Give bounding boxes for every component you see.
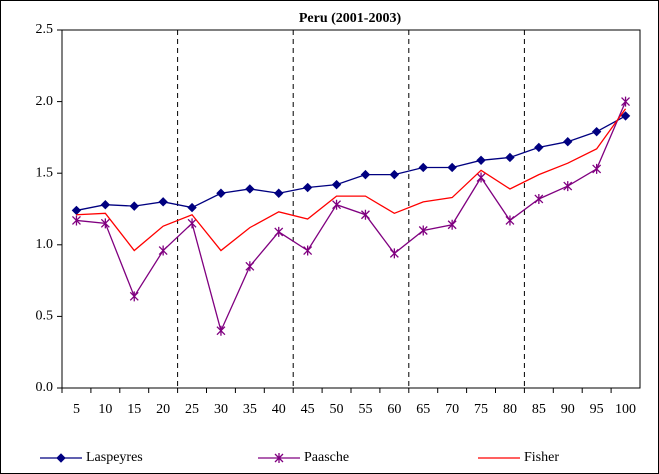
chart-title: Peru (2001-2003) xyxy=(299,11,402,26)
legend-label: Fisher xyxy=(524,450,559,465)
series-line xyxy=(76,101,627,333)
data-point xyxy=(158,245,168,256)
data-point xyxy=(534,142,544,153)
data-point xyxy=(389,169,400,180)
data-point xyxy=(534,193,544,204)
x-tick-label: 70 xyxy=(445,402,459,417)
data-point xyxy=(216,188,226,198)
x-tick-label: 40 xyxy=(272,402,286,417)
data-point xyxy=(360,209,370,220)
data-point xyxy=(332,199,342,210)
data-point xyxy=(158,197,168,207)
x-tick-label: 100 xyxy=(615,402,636,417)
x-tick-label: 80 xyxy=(503,402,517,417)
data-point xyxy=(100,218,110,229)
data-point xyxy=(476,155,486,166)
x-tick-label: 55 xyxy=(358,402,372,417)
data-point xyxy=(505,152,515,163)
x-tick-label: 25 xyxy=(185,402,199,417)
data-point xyxy=(591,126,602,137)
data-point xyxy=(563,181,573,192)
data-point xyxy=(187,218,197,229)
y-tick-label: 1.5 xyxy=(36,165,54,180)
data-point xyxy=(389,248,399,259)
data-point xyxy=(245,184,255,194)
legend-marker xyxy=(274,453,284,463)
legend-marker xyxy=(56,453,66,463)
data-point xyxy=(447,219,457,230)
data-point xyxy=(360,169,371,180)
legend-label: Paasche xyxy=(304,450,349,465)
data-point xyxy=(331,179,342,190)
x-tick-label: 30 xyxy=(214,402,228,417)
y-tick-label: 2.5 xyxy=(36,22,54,37)
data-point xyxy=(129,291,139,302)
y-tick-label: 2.0 xyxy=(36,94,54,109)
x-tick-label: 35 xyxy=(243,402,257,417)
data-point xyxy=(216,325,226,336)
data-point xyxy=(302,182,313,193)
x-tick-label: 50 xyxy=(330,402,344,417)
x-tick-label: 90 xyxy=(561,402,575,417)
data-point xyxy=(418,225,428,236)
data-point xyxy=(620,111,631,121)
data-point xyxy=(71,215,81,226)
y-tick-label: 0.5 xyxy=(36,309,54,324)
series-line xyxy=(76,108,627,252)
x-tick-label: 65 xyxy=(416,402,430,417)
data-point xyxy=(245,261,255,272)
x-tick-label: 10 xyxy=(98,402,112,417)
x-tick-label: 15 xyxy=(127,402,141,417)
x-tick-label: 85 xyxy=(532,402,546,417)
x-tick-label: 20 xyxy=(156,402,170,417)
data-point xyxy=(621,96,631,107)
x-tick-label: 95 xyxy=(590,402,604,417)
x-tick-label: 5 xyxy=(73,402,80,417)
x-tick-label: 45 xyxy=(301,402,315,417)
data-point xyxy=(274,226,284,237)
data-point xyxy=(505,215,515,226)
data-point xyxy=(447,162,457,173)
data-point xyxy=(563,136,573,147)
data-point xyxy=(418,162,428,173)
data-point xyxy=(100,199,111,210)
x-tick-label: 60 xyxy=(387,402,401,417)
data-point xyxy=(274,188,284,198)
legend-label: Laspeyres xyxy=(86,450,143,465)
data-point xyxy=(476,172,486,183)
data-point xyxy=(187,202,197,213)
series-line xyxy=(76,115,626,212)
data-point xyxy=(592,163,602,174)
data-point xyxy=(303,245,313,256)
x-tick-label: 75 xyxy=(474,402,488,417)
data-point xyxy=(129,201,139,211)
y-tick-label: 0.0 xyxy=(36,380,54,395)
y-tick-label: 1.0 xyxy=(36,237,54,252)
